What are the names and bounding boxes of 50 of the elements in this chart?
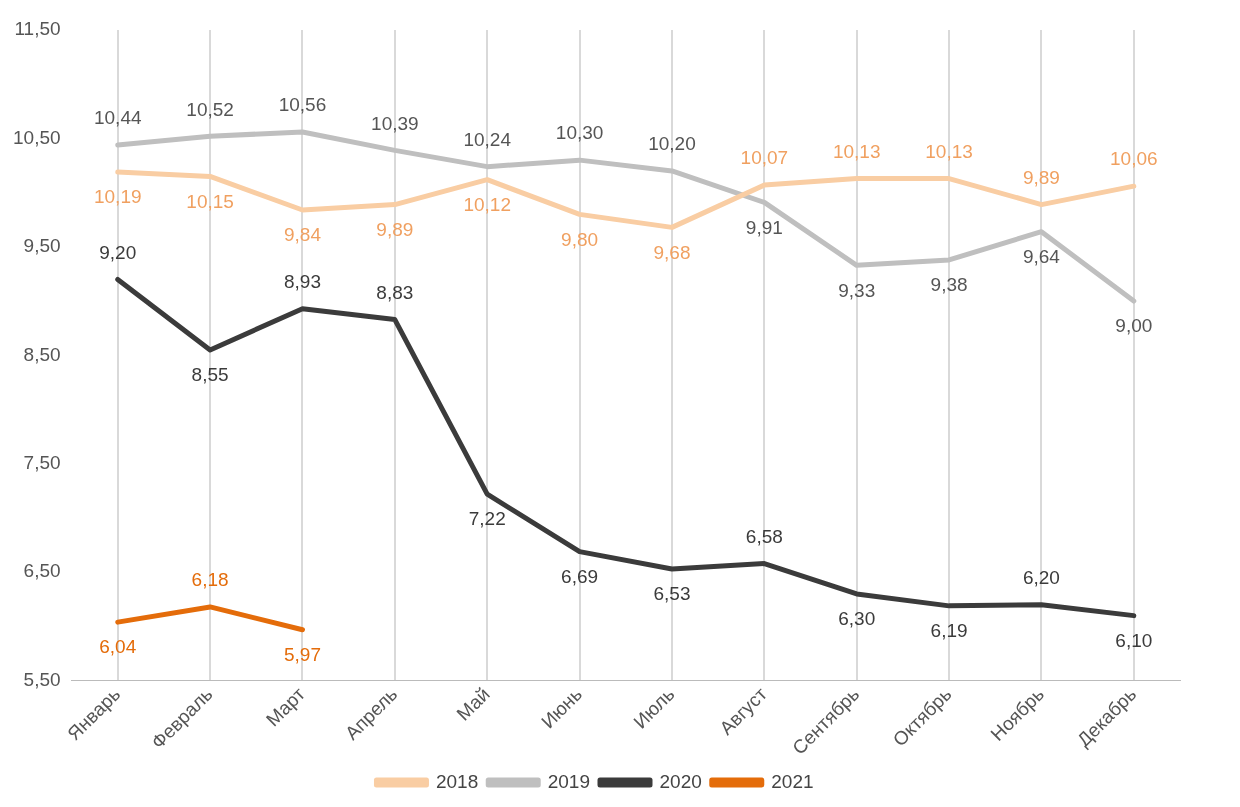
data-label: 9,84 bbox=[283, 224, 322, 246]
data-label: 8,55 bbox=[191, 364, 229, 386]
data-label: 10,39 bbox=[371, 112, 419, 134]
data-label: 9,68 bbox=[653, 241, 691, 263]
data-label: 9,64 bbox=[1022, 245, 1061, 267]
data-label: 9,20 bbox=[99, 241, 137, 263]
data-label: 10,20 bbox=[648, 133, 696, 155]
legend-label: 2020 bbox=[659, 770, 702, 792]
data-label: 10,19 bbox=[93, 186, 142, 208]
data-label: 8,83 bbox=[376, 281, 414, 303]
data-label: 10,15 bbox=[186, 190, 234, 212]
data-label: 10,13 bbox=[925, 140, 973, 162]
data-label: 10,12 bbox=[463, 193, 511, 215]
y-tick-label: 9,50 bbox=[23, 235, 61, 257]
y-tick-label: 11,50 bbox=[14, 18, 61, 40]
data-label: 6,20 bbox=[1022, 567, 1060, 589]
y-tick-label: 10,50 bbox=[13, 126, 61, 148]
y-tick-label: 7,50 bbox=[23, 452, 61, 474]
data-label: 10,44 bbox=[93, 107, 142, 129]
data-label: 10,52 bbox=[186, 98, 234, 120]
y-tick-label: 6,50 bbox=[23, 560, 61, 582]
data-label: 9,89 bbox=[1022, 166, 1060, 188]
legend-label: 2021 bbox=[771, 770, 814, 792]
data-label: 10,07 bbox=[740, 147, 789, 169]
data-label: 6,18 bbox=[191, 569, 229, 591]
legend-label: 2019 bbox=[547, 770, 591, 792]
data-label: 6,58 bbox=[745, 525, 783, 547]
data-label: 9,89 bbox=[376, 218, 414, 240]
data-label: 8,93 bbox=[283, 270, 321, 292]
data-label: 6,69 bbox=[561, 565, 599, 587]
data-label: 9,91 bbox=[745, 216, 783, 238]
data-label: 9,38 bbox=[930, 274, 968, 296]
data-label: 6,10 bbox=[1115, 629, 1153, 651]
data-label: 9,00 bbox=[1115, 315, 1153, 337]
data-label: 10,13 bbox=[832, 140, 881, 162]
data-label: 10,30 bbox=[555, 122, 604, 144]
data-label: 5,97 bbox=[283, 643, 321, 665]
y-tick-label: 8,50 bbox=[23, 343, 61, 365]
legend-label: 2018 bbox=[435, 770, 479, 792]
data-label: 10,56 bbox=[278, 94, 327, 116]
data-label: 9,80 bbox=[561, 228, 599, 250]
data-label: 6,19 bbox=[930, 620, 968, 642]
data-label: 6,30 bbox=[838, 608, 876, 630]
y-tick-label: 5,50 bbox=[23, 668, 61, 690]
data-label: 7,22 bbox=[468, 508, 506, 530]
data-label: 6,53 bbox=[653, 583, 691, 605]
data-label: 9,33 bbox=[838, 279, 876, 301]
data-label: 10,24 bbox=[463, 128, 512, 150]
data-label: 6,04 bbox=[99, 636, 137, 658]
data-label: 10,06 bbox=[1110, 148, 1158, 170]
